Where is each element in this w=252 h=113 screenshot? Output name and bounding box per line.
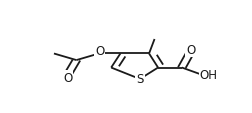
Text: O: O bbox=[95, 45, 105, 57]
Text: O: O bbox=[63, 71, 72, 84]
Text: S: S bbox=[136, 73, 144, 86]
Text: OH: OH bbox=[200, 68, 218, 81]
Text: O: O bbox=[186, 44, 195, 56]
